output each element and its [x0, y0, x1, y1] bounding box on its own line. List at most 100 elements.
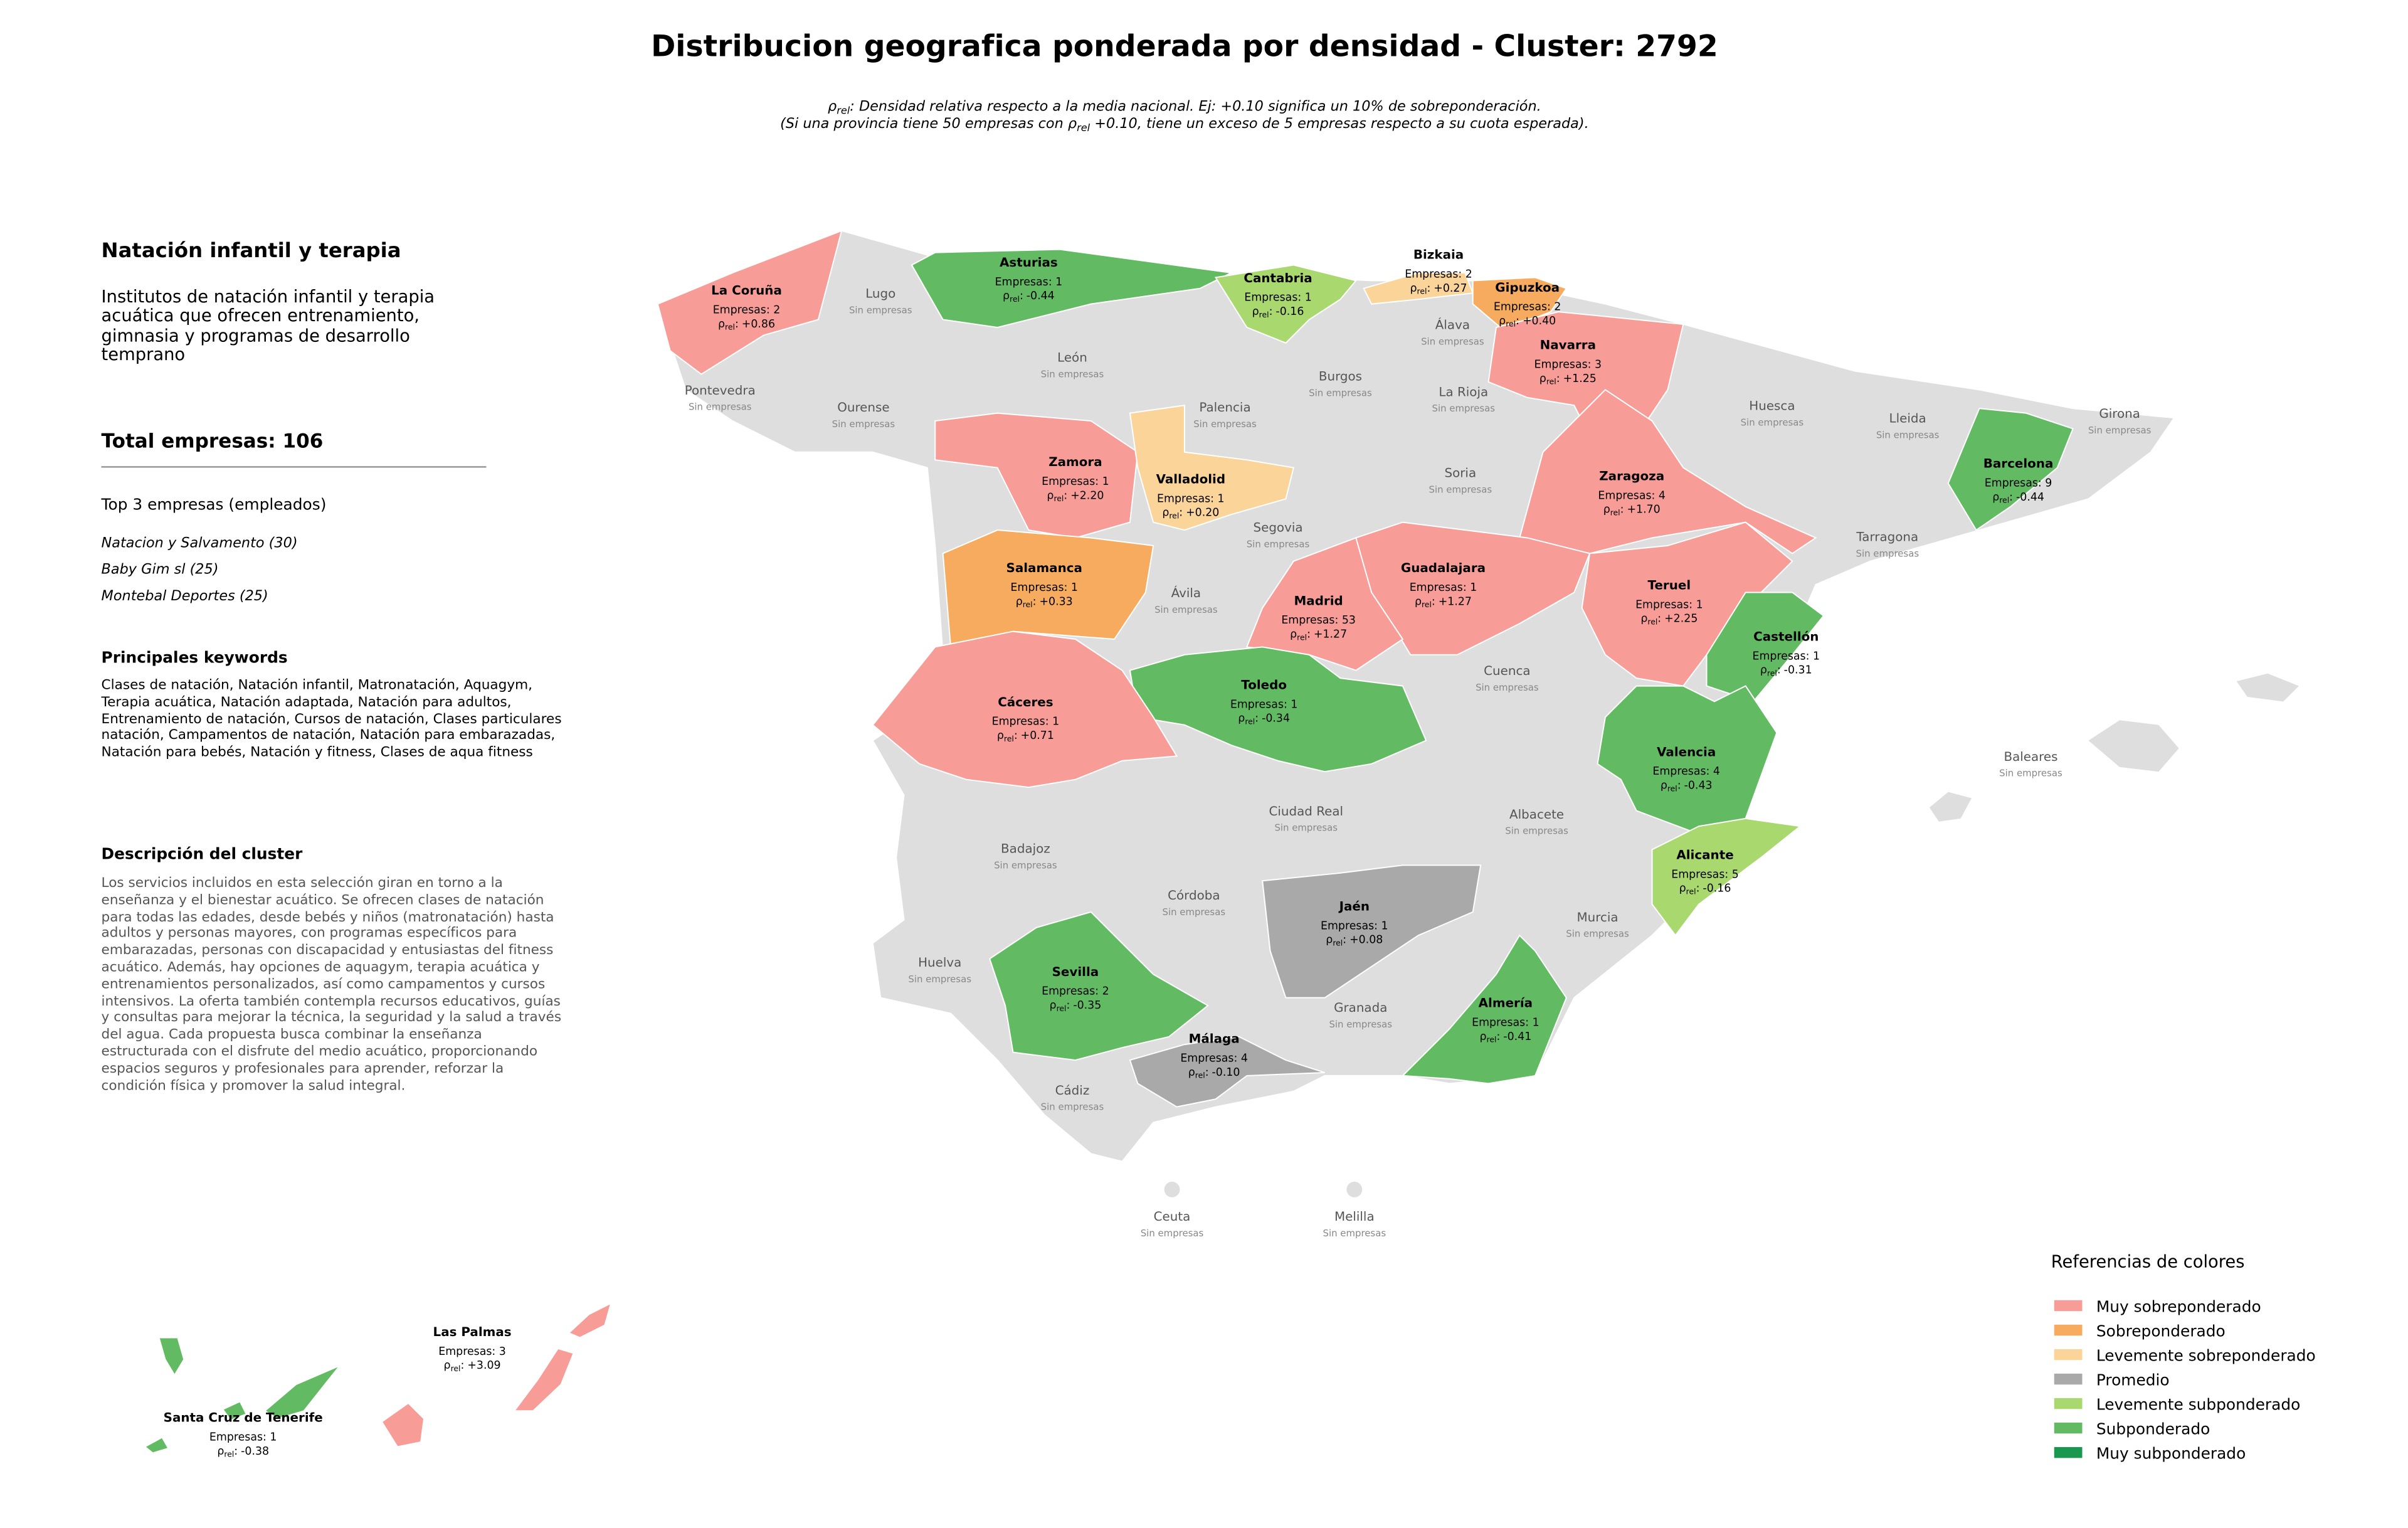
- rho-sub: rel: [1546, 377, 1556, 386]
- province-shape: [1947, 408, 2074, 531]
- rho-sep: :: [1620, 504, 1624, 516]
- province-rho: ρrel: -0.16: [1679, 883, 1731, 896]
- province-rho: ρrel: -0.16: [1252, 305, 1304, 319]
- legend-label: Levemente subponderado: [2096, 1396, 2300, 1414]
- rho-value: +1.27: [1439, 595, 1472, 608]
- province-name: Soria: [1444, 466, 1476, 480]
- rho-base: ρ: [1050, 999, 1057, 1012]
- province-name: Badajoz: [1001, 842, 1050, 856]
- rho-base: ρ: [718, 318, 725, 331]
- province-companies: Empresas: 1: [1752, 650, 1820, 662]
- rho-sub: rel: [1487, 1034, 1497, 1044]
- rho-sub: rel: [1259, 310, 1269, 319]
- rho-base: ρ: [1188, 1066, 1195, 1079]
- province-shape: [1214, 264, 1358, 344]
- rho-sub: rel: [1417, 286, 1427, 295]
- province-name: Barcelona: [1983, 457, 2054, 471]
- subtitle-text: (Si una provincia tiene 50 empresas con: [780, 115, 1064, 132]
- province-status: Sin empresas: [1421, 336, 1484, 347]
- rho-value: -0.44: [1027, 290, 1055, 302]
- province-rho: ρrel: +3.09: [444, 1359, 501, 1373]
- legend-swatch: [2054, 1324, 2083, 1336]
- legend-label: Muy sobreponderado: [2096, 1297, 2261, 1315]
- rho-value: +0.27: [1434, 282, 1467, 295]
- rho-value: +0.86: [742, 318, 775, 331]
- province-rho: ρrel: -0.10: [1188, 1066, 1240, 1080]
- province-name: Segovia: [1253, 521, 1302, 535]
- province-name: Álava: [1435, 317, 1470, 332]
- province-shape: [1245, 537, 1404, 671]
- rho-base: ρ: [1640, 613, 1647, 625]
- rho-base: ρ: [1326, 934, 1333, 947]
- cluster-title: Descripción del cluster: [101, 846, 303, 864]
- rho-sep: :: [1657, 613, 1661, 625]
- province-rho: ρrel: +0.08: [1326, 934, 1383, 948]
- rho-sep: :: [1516, 315, 1519, 327]
- province-status: Sin empresas: [832, 418, 895, 430]
- rho-sub: rel: [837, 104, 850, 116]
- legend-label: Promedio: [2096, 1371, 2170, 1389]
- province-rho: ρrel: +1.70: [1603, 504, 1661, 517]
- province-companies: Empresas: 1: [1321, 920, 1388, 932]
- top-company: Natacion y Salvamento (30): [101, 536, 298, 552]
- province-name: Cádiz: [1055, 1083, 1090, 1098]
- province-rho: ρrel: -0.41: [1480, 1031, 1532, 1044]
- rho-sep: :: [1255, 713, 1259, 725]
- province-name: Navarra: [1540, 338, 1596, 353]
- subtitle-text: Densidad relativa respecto a la media na…: [859, 98, 1541, 114]
- province-name: Ávila: [1171, 586, 1201, 600]
- rho-sep: :: [1014, 730, 1018, 742]
- province-name: Ceuta: [1154, 1209, 1191, 1224]
- province-name: Albacete: [1509, 807, 1564, 822]
- province-rho: ρrel: +0.86: [718, 318, 775, 332]
- province-status: Sin empresas: [908, 974, 971, 985]
- province-name: Córdoba: [1168, 888, 1220, 903]
- rho-value: -0.31: [1784, 664, 1812, 677]
- province-name: Girona: [2099, 406, 2140, 421]
- province-status: Sin empresas: [1876, 429, 1940, 440]
- province-name: Tarragona: [1856, 529, 1918, 544]
- province-companies: Empresas: 1: [995, 276, 1063, 289]
- province-status: Sin empresas: [1274, 822, 1338, 834]
- ceuta-shape: [1164, 1181, 1180, 1197]
- province-shape: [144, 1436, 169, 1454]
- rho-sep: :: [1269, 305, 1273, 318]
- keywords: Clases de natación, Natación infantil, M…: [101, 678, 562, 761]
- rho-base: ρ: [997, 730, 1004, 742]
- top-company: Baby Gim sl (25): [101, 563, 219, 579]
- province-status: Sin empresas: [1429, 484, 1492, 495]
- rho-base: ρ: [1415, 595, 1422, 608]
- rho-sub: rel: [1686, 886, 1696, 896]
- province-companies: Empresas: 2: [1405, 268, 1472, 280]
- province-shape: [568, 1302, 612, 1339]
- rho-value: -0.35: [1073, 999, 1101, 1012]
- ibiza: [1929, 792, 1972, 822]
- divider: [101, 466, 487, 468]
- province-shape: [1597, 685, 1778, 835]
- rho-base: ρ: [444, 1359, 451, 1372]
- rho-sub: rel: [1057, 1004, 1067, 1013]
- province-name: Salamanca: [1006, 561, 1082, 575]
- province-name: Jaén: [1338, 899, 1370, 913]
- rho-value: +1.27: [1314, 629, 1347, 641]
- rho-sub: rel: [1245, 716, 1255, 726]
- province-rho: ρrel: +0.20: [1162, 507, 1219, 521]
- rho-value: -0.41: [1503, 1031, 1531, 1043]
- panel-title: Natación infantil y terapia: [101, 240, 401, 264]
- subtitle-line-1: ρrel: Densidad relativa respecto a la me…: [828, 98, 1541, 116]
- province-rho: ρrel: +1.27: [1415, 595, 1472, 609]
- province-shape: [513, 1347, 574, 1412]
- province-shape: [1706, 592, 1825, 703]
- rho-value: +0.08: [1349, 934, 1383, 947]
- province-rho: ρrel: +0.33: [1016, 595, 1073, 609]
- mallorca: [2088, 720, 2179, 772]
- province-companies: Empresas: 1: [1244, 292, 1312, 304]
- province-shape: [1262, 864, 1482, 999]
- province-status: Sin empresas: [1323, 1228, 1386, 1239]
- province-companies: Empresas: 2: [1042, 985, 1109, 998]
- rho-sub: rel: [1999, 496, 2009, 505]
- province-name: Murcia: [1576, 910, 1618, 925]
- province-name: Huesca: [1749, 399, 1795, 413]
- province-companies: Empresas: 1: [1410, 581, 1477, 594]
- rho-sub: rel: [1023, 600, 1033, 609]
